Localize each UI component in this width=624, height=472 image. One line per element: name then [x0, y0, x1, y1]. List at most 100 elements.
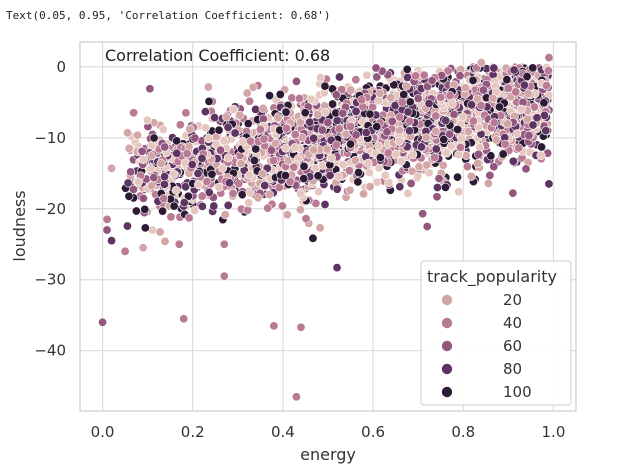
data-point: [528, 63, 538, 73]
data-point: [467, 100, 477, 110]
data-point: [345, 185, 355, 195]
data-point: [408, 150, 418, 160]
data-point: [383, 148, 393, 158]
x-tick-label: 0.0: [91, 423, 115, 441]
data-point: [313, 171, 323, 181]
data-point: [146, 151, 156, 161]
data-point: [296, 189, 306, 199]
data-point: [468, 116, 478, 126]
data-point: [359, 189, 369, 199]
y-tick-label: 0: [56, 58, 66, 76]
data-point: [424, 99, 434, 109]
data-point: [315, 223, 325, 233]
data-point: [434, 173, 444, 183]
data-point: [446, 141, 456, 151]
data-point: [453, 172, 463, 182]
data-point: [323, 118, 333, 128]
data-point: [354, 168, 364, 178]
data-point: [458, 112, 468, 122]
data-point: [159, 179, 169, 189]
data-point: [290, 130, 300, 140]
legend-label: 60: [503, 337, 522, 355]
data-point: [541, 126, 551, 136]
data-point: [508, 156, 518, 166]
data-point: [145, 84, 155, 94]
data-point: [449, 110, 459, 120]
data-point: [140, 223, 150, 233]
data-point: [403, 107, 413, 117]
data-point: [223, 153, 233, 163]
data-point: [299, 161, 309, 171]
data-point: [248, 82, 258, 92]
data-point: [183, 191, 193, 201]
data-point: [334, 72, 344, 82]
data-point: [290, 143, 300, 153]
data-point: [364, 168, 374, 178]
data-point: [215, 145, 225, 155]
data-point: [332, 115, 342, 125]
data-point: [160, 236, 170, 246]
legend-box: [420, 260, 572, 406]
legend-marker: [441, 363, 453, 375]
data-point: [351, 106, 361, 116]
data-point: [223, 200, 233, 210]
data-point: [203, 82, 213, 92]
data-point: [308, 233, 318, 243]
data-point: [260, 180, 270, 190]
data-point: [436, 92, 446, 102]
data-point: [281, 107, 291, 117]
data-point: [129, 108, 139, 118]
data-point: [488, 94, 498, 104]
data-point: [214, 182, 224, 192]
data-point: [204, 96, 214, 106]
data-point: [374, 141, 384, 151]
data-point: [346, 85, 356, 95]
data-point: [476, 58, 486, 68]
data-point: [516, 104, 526, 114]
data-point: [397, 97, 407, 107]
data-point: [489, 162, 499, 172]
data-point: [138, 154, 148, 164]
data-point: [489, 63, 499, 73]
data-point: [508, 188, 518, 198]
data-point: [502, 75, 512, 85]
data-point: [494, 102, 504, 112]
data-point: [432, 192, 442, 202]
data-point: [441, 116, 451, 126]
data-point: [265, 91, 275, 101]
data-point: [137, 146, 147, 156]
data-point: [219, 136, 229, 146]
data-point: [320, 200, 330, 210]
data-point: [193, 180, 203, 190]
data-point: [371, 63, 381, 73]
data-point: [209, 201, 219, 211]
data-point: [266, 145, 276, 155]
data-point: [402, 64, 412, 74]
data-point: [362, 70, 372, 80]
data-point: [491, 135, 501, 145]
data-point: [166, 212, 176, 222]
data-point: [314, 187, 324, 197]
data-point: [107, 236, 117, 246]
data-point: [237, 190, 247, 200]
data-point: [259, 134, 269, 144]
data-point: [521, 164, 531, 174]
data-point: [175, 120, 185, 130]
data-point: [300, 108, 310, 118]
data-point: [431, 127, 441, 137]
data-point: [255, 124, 265, 134]
data-point: [242, 88, 252, 98]
data-point: [455, 71, 465, 81]
data-point: [102, 214, 112, 224]
x-tick-label: 0.2: [181, 423, 205, 441]
data-point: [218, 163, 228, 173]
data-point: [372, 72, 382, 82]
data-point: [455, 142, 465, 152]
data-point: [380, 170, 390, 180]
data-point: [332, 184, 342, 194]
data-point: [445, 129, 455, 139]
data-point: [309, 133, 319, 143]
data-point: [291, 76, 301, 86]
data-point: [142, 115, 152, 125]
data-point: [138, 243, 148, 253]
